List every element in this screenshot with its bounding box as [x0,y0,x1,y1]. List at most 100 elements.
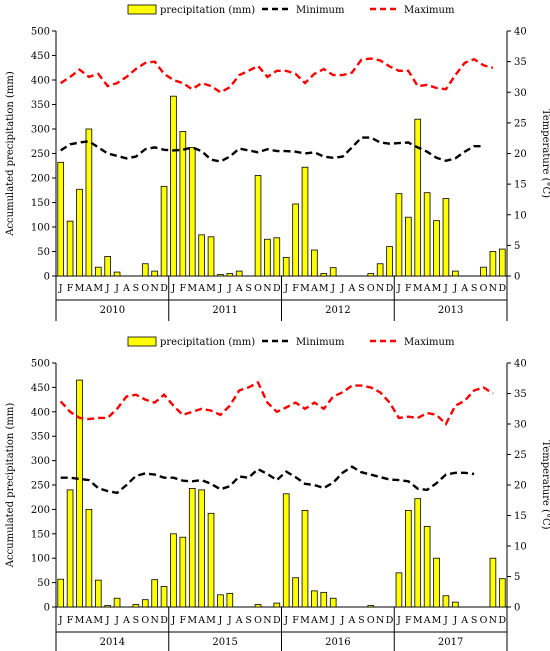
left-tick-label: 50 [37,247,50,258]
precipitation-bar [329,597,337,608]
month-label: F [67,283,74,294]
right-tick-label: 20 [514,149,527,160]
month-label: D [273,283,281,294]
month-label: A [348,615,356,626]
precipitation-bar [85,128,93,277]
precipitation-bar [405,216,412,277]
month-label: O [367,615,375,626]
left-tick-label: 500 [31,359,50,370]
month-label: A [197,615,205,626]
month-label: S [358,283,365,294]
precipitation-bar [320,591,328,608]
year-label: 2010 [100,305,125,316]
precipitation-bar [329,267,337,277]
month-label: A [310,615,318,626]
month-label: D [498,615,506,626]
month-label: M [413,283,423,294]
left-tick-label: 450 [31,383,50,394]
right-tick-label: 5 [514,241,520,252]
left-tick-label: 100 [31,554,50,565]
month-label: M [300,283,310,294]
precipitation-bar [160,185,168,277]
month-label: F [405,615,412,626]
right-axis-label: Temperature (°C) [540,109,550,198]
month-label: A [460,283,468,294]
left-tick-label: 0 [44,603,50,614]
month-label: F [292,615,299,626]
month-label: J [105,615,110,626]
maximum-temperature-line [59,380,494,426]
month-label: A [235,615,243,626]
precipitation-bar [292,577,299,608]
left-tick-label: 500 [31,27,50,38]
precipitation-bar [141,599,149,608]
month-label: N [151,283,159,294]
month-label: M [187,283,197,294]
precipitation-bar [320,273,328,277]
precipitation-bar [113,271,121,277]
legend-label-maximum: Maximum [404,5,455,16]
precipitation-bar [217,274,224,277]
maximum-temperature-line [60,57,494,94]
month-label: M [319,615,329,626]
month-label: J [396,283,401,294]
month-label: N [263,283,271,294]
month-label: J [340,615,345,626]
precipitation-bar [282,256,290,277]
month-label: J [227,283,232,294]
precipitation-bar [423,192,431,277]
right-tick-label: 25 [514,118,527,129]
month-label: M [319,283,329,294]
month-label: N [376,283,384,294]
right-tick-label: 0 [514,272,520,283]
month-label: S [133,615,140,626]
precipitation-bar [442,198,450,277]
year-label: 2015 [212,637,237,648]
precipitation-bar [57,578,65,608]
precipitation-bar [226,592,234,608]
precipitation-bar [104,255,111,277]
precipitation-bar [264,238,271,277]
precipitation-bar [235,270,243,277]
precipitation-bar [273,602,281,608]
legend-label-maximum: Maximum [404,337,455,348]
legend-label-precipitation: precipitation (mm) [160,5,255,16]
precipitation-bar [170,95,177,277]
left-tick-label: 350 [31,100,50,111]
precipitation-bar [442,595,450,608]
precipitation-bar [226,273,234,277]
month-label: M [432,615,442,626]
month-label: S [245,283,252,294]
month-label: J [340,283,345,294]
left-tick-label: 100 [31,223,50,234]
left-tick-label: 0 [44,272,50,283]
month-label: A [235,283,243,294]
month-label: A [122,283,130,294]
precipitation-bar [217,594,224,608]
month-label: J [218,283,223,294]
month-label: J [330,283,335,294]
month-label: M [187,615,197,626]
legend: precipitation (mm) Minimum Maximum [127,4,455,16]
precipitation-bar [423,526,431,608]
month-label: M [75,283,85,294]
precipitation-bar [113,597,121,608]
month-label: J [283,283,288,294]
month-label: N [489,283,497,294]
right-tick-label: 10 [514,542,527,553]
month-label: J [443,615,448,626]
right-tick-label: 10 [514,210,527,221]
month-label: J [218,615,223,626]
precipitation-bar [301,166,309,277]
precipitation-bar [66,220,74,277]
precipitation-bar [104,605,111,608]
right-tick-label: 40 [514,27,527,38]
precipitation-bar [414,498,422,608]
month-label: A [84,615,92,626]
month-label: D [160,283,168,294]
precipitation-bar [57,161,65,277]
precipitation-bar [367,605,375,608]
precipitation-bar [76,379,83,608]
precipitation-bar [94,266,102,277]
month-label: O [480,283,488,294]
